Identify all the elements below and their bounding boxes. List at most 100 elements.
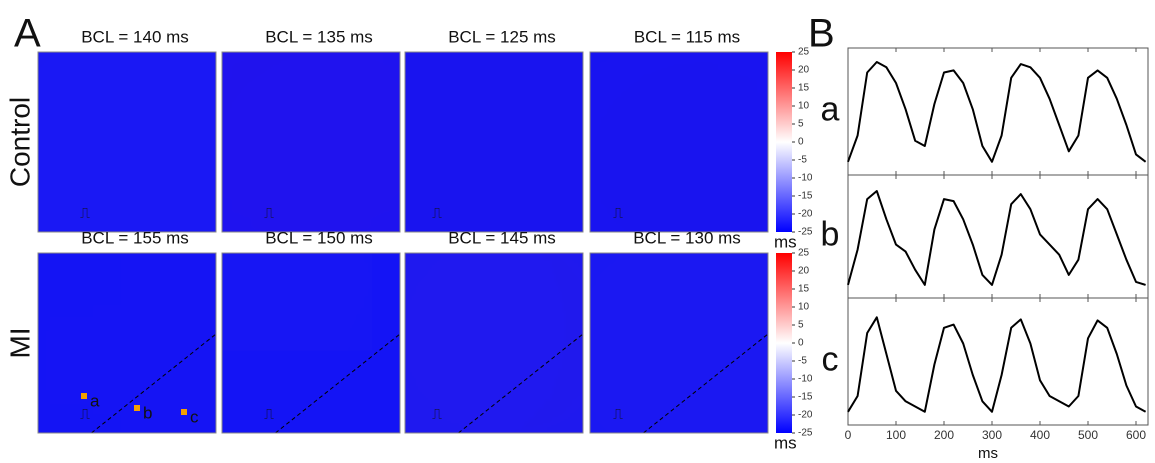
- map-blobs: [222, 52, 400, 232]
- pacing-site: ⎍: [264, 205, 274, 221]
- map-region: [670, 52, 697, 61]
- map-blobs: [405, 52, 583, 214]
- map-region: [405, 271, 486, 379]
- colorbar: [776, 253, 792, 433]
- trace-label: a: [821, 90, 840, 128]
- trace: [847, 61, 1147, 163]
- trace-label: c: [822, 340, 839, 378]
- map-title: BCL = 115 ms: [634, 27, 740, 46]
- infarct-border: [91, 333, 216, 433]
- colorbar-tick-label: -15: [798, 191, 813, 202]
- map-region: [38, 52, 127, 142]
- map-blobs: [38, 253, 208, 433]
- map-blobs: [616, 271, 768, 433]
- colorbar-tick-label: -5: [798, 155, 807, 166]
- heat-map: ⎍: [222, 253, 400, 433]
- colorbar: [776, 52, 792, 232]
- site-marker: [134, 405, 140, 411]
- map-region: [222, 253, 347, 334]
- colorbar-unit: ms: [774, 433, 797, 452]
- site-marker: [181, 409, 187, 415]
- heat-map: ⎍: [38, 52, 216, 232]
- x-tick-label: 300: [982, 428, 1002, 442]
- heat-map: ⎍: [590, 52, 768, 232]
- trace-label: b: [821, 215, 840, 253]
- heat-map: ⎍: [405, 52, 583, 232]
- row-label: Control: [4, 97, 35, 187]
- map-title: BCL = 130 ms: [633, 228, 741, 247]
- map-region: [171, 256, 199, 271]
- colorbar-tick-label: 15: [798, 284, 810, 295]
- heat-map: ⎍: [38, 253, 216, 433]
- colorbar-tick-label: 10: [798, 302, 810, 313]
- x-tick-label: 100: [886, 428, 906, 442]
- colorbar-tick-label: -20: [798, 209, 813, 220]
- row-label: MI: [4, 327, 35, 358]
- heat-map: ⎍: [405, 253, 583, 433]
- pacing-site: ⎍: [80, 406, 90, 422]
- colorbar-tick-label: -15: [798, 392, 813, 403]
- trace: [847, 316, 1147, 413]
- map-region: [302, 151, 400, 232]
- map-frame: [404, 51, 584, 233]
- map-region: [616, 196, 688, 232]
- map-title: BCL = 155 ms: [81, 228, 189, 247]
- pacing-site: ⎍: [613, 406, 623, 422]
- infarct-border: [458, 333, 583, 433]
- map-region: [696, 334, 768, 433]
- site-label: b: [143, 403, 152, 422]
- x-axis-label: ms: [978, 445, 998, 462]
- panel-label: A: [14, 12, 41, 56]
- infarct-border: [643, 333, 768, 433]
- colorbar-tick-label: -10: [798, 374, 813, 385]
- colorbar-tick-label: 10: [798, 101, 810, 112]
- map-frame: [221, 51, 401, 233]
- map-frame: [589, 51, 769, 233]
- map-blobs: [222, 253, 347, 334]
- pacing-site: ⎍: [80, 205, 90, 221]
- pacing-site: ⎍: [264, 406, 274, 422]
- map-title: BCL = 150 ms: [265, 228, 373, 247]
- infarct-border: [275, 333, 400, 433]
- map-region: [598, 106, 768, 187]
- pacing-site: ⎍: [432, 205, 442, 221]
- map-region: [222, 253, 320, 316]
- map-region: [616, 271, 733, 388]
- map-frame: [404, 252, 584, 434]
- colorbar-tick-label: 5: [798, 320, 804, 331]
- map-background: [38, 253, 216, 433]
- map-title: BCL = 135 ms: [265, 27, 373, 46]
- colorbar-tick-label: 0: [798, 137, 804, 148]
- trace-frame: [847, 47, 1149, 176]
- map-frame: [37, 252, 217, 434]
- map-title: BCL = 125 ms: [448, 27, 556, 46]
- colorbar-tick-label: 25: [798, 47, 810, 58]
- trace-frame: [847, 297, 1149, 426]
- colorbar-tick-label: 20: [798, 266, 810, 277]
- heat-map: ⎍: [222, 52, 400, 232]
- colorbar-tick-label: -25: [798, 428, 813, 439]
- colorbar-tick-label: -25: [798, 227, 813, 238]
- x-tick-label: 200: [934, 428, 954, 442]
- colorbar-tick-label: -10: [798, 173, 813, 184]
- colorbar-tick-label: 5: [798, 119, 804, 130]
- map-region: [458, 388, 494, 424]
- map-blobs: [405, 253, 583, 433]
- panel-label: B: [808, 12, 835, 56]
- map-region: [222, 52, 400, 232]
- site-marker: [81, 393, 87, 399]
- map-frame: [589, 252, 769, 434]
- map-title: BCL = 145 ms: [448, 228, 556, 247]
- map-region: [38, 253, 60, 271]
- site-label: a: [90, 391, 100, 410]
- map-frame: [37, 51, 217, 233]
- colorbar-tick-label: -20: [798, 410, 813, 421]
- x-tick-label: 0: [845, 428, 852, 442]
- map-frame: [221, 252, 401, 434]
- x-tick-label: 500: [1078, 428, 1098, 442]
- colorbar-tick-label: 25: [798, 248, 810, 259]
- colorbar-tick-label: 0: [798, 338, 804, 349]
- x-tick-label: 600: [1126, 428, 1146, 442]
- heat-map: ⎍: [590, 253, 768, 433]
